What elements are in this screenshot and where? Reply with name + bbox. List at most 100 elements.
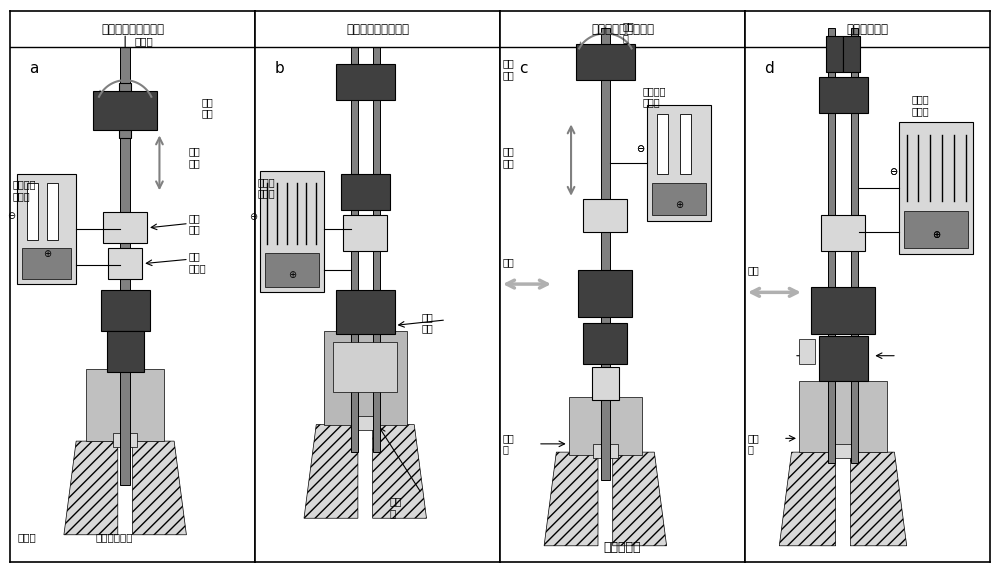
Bar: [336, 64, 395, 99]
Text: ⊖: ⊖: [636, 144, 645, 154]
Text: 电解加工去除重熔层: 电解加工去除重熔层: [346, 23, 409, 36]
Bar: [799, 381, 887, 452]
Bar: [680, 114, 691, 174]
Bar: [343, 215, 387, 251]
Text: 电火花加
工电源: 电火花加 工电源: [642, 86, 666, 107]
Bar: [103, 212, 147, 243]
Text: 电解
液: 电解 液: [390, 496, 402, 518]
Bar: [265, 253, 319, 287]
FancyBboxPatch shape: [10, 11, 255, 47]
Bar: [851, 28, 858, 463]
Text: 电解
液: 电解 液: [747, 433, 759, 454]
Bar: [647, 105, 711, 221]
Bar: [351, 47, 358, 452]
Bar: [86, 370, 164, 441]
Bar: [120, 47, 130, 485]
Text: 电火花伺服扫描加工: 电火花伺服扫描加工: [591, 23, 654, 36]
Text: 伺服
进给: 伺服 进给: [502, 147, 514, 168]
Bar: [373, 47, 380, 452]
Text: 工作
液: 工作 液: [622, 22, 634, 43]
Text: d: d: [765, 61, 774, 76]
Text: 旋转
电机: 旋转 电机: [201, 97, 213, 119]
Text: ⊖: ⊖: [636, 144, 645, 154]
Text: ⊖: ⊖: [249, 212, 257, 222]
Bar: [336, 290, 395, 333]
Bar: [569, 397, 642, 455]
Text: ⊕: ⊕: [932, 230, 940, 240]
Bar: [818, 77, 868, 113]
Text: a: a: [30, 61, 39, 76]
Polygon shape: [779, 452, 836, 546]
Bar: [333, 342, 397, 391]
Polygon shape: [373, 424, 426, 518]
Bar: [828, 28, 835, 463]
Text: 电解加
工电源: 电解加 工电源: [257, 177, 275, 198]
Bar: [657, 114, 668, 174]
Text: b: b: [275, 61, 284, 76]
Text: 电极
旋转: 电极 旋转: [502, 59, 514, 80]
Bar: [353, 416, 378, 430]
Bar: [324, 331, 407, 424]
Text: 常闭
夹子: 常闭 夹子: [189, 212, 201, 234]
Text: 柔性
密封: 柔性 密封: [422, 312, 433, 333]
Bar: [811, 287, 875, 333]
Text: ⊖: ⊖: [889, 167, 897, 177]
Text: 扫描: 扫描: [747, 265, 759, 275]
Bar: [821, 215, 865, 251]
Bar: [592, 367, 619, 400]
Text: ⊕: ⊕: [288, 270, 296, 281]
Text: 涡轮叶片工件: 涡轮叶片工件: [96, 533, 133, 542]
Bar: [593, 444, 618, 458]
Bar: [113, 433, 137, 446]
Text: ⊖: ⊖: [7, 211, 15, 221]
Bar: [17, 174, 76, 284]
Text: ⊖: ⊖: [889, 167, 897, 177]
Text: 重熔层: 重熔层: [17, 533, 36, 542]
Bar: [583, 199, 627, 232]
Text: 簸箕形出口: 簸箕形出口: [604, 541, 641, 554]
FancyBboxPatch shape: [255, 11, 500, 47]
Text: ⊕: ⊕: [675, 199, 683, 210]
Bar: [93, 91, 157, 130]
Text: 重熔
层: 重熔 层: [502, 433, 514, 454]
Polygon shape: [132, 441, 186, 535]
Bar: [27, 183, 38, 240]
Bar: [899, 122, 973, 254]
Text: 高频电火花穿孔加工: 高频电火花穿孔加工: [101, 23, 164, 36]
Text: 电火花加
工电源: 电火花加 工电源: [12, 179, 36, 201]
Bar: [601, 28, 610, 479]
Bar: [826, 36, 843, 72]
Bar: [652, 183, 706, 215]
Polygon shape: [64, 441, 118, 535]
Text: 工作液: 工作液: [135, 37, 154, 47]
Polygon shape: [613, 452, 667, 546]
Bar: [107, 331, 144, 372]
Polygon shape: [304, 424, 358, 518]
Text: ⊕: ⊕: [43, 249, 51, 259]
Polygon shape: [544, 452, 598, 546]
Bar: [578, 270, 632, 317]
Bar: [22, 248, 71, 278]
Text: 伺服
进给: 伺服 进给: [189, 147, 201, 168]
Bar: [108, 248, 142, 278]
Bar: [341, 174, 390, 210]
Bar: [831, 444, 855, 458]
FancyBboxPatch shape: [745, 11, 990, 47]
Bar: [799, 339, 815, 364]
Bar: [583, 323, 627, 364]
Text: 电极
导向器: 电极 导向器: [189, 251, 206, 273]
Text: 扫描: 扫描: [502, 257, 514, 267]
Bar: [101, 290, 150, 331]
Polygon shape: [850, 452, 907, 546]
Bar: [904, 211, 968, 248]
Text: 电解加
工电源: 电解加 工电源: [912, 94, 929, 116]
Bar: [576, 44, 635, 80]
Bar: [119, 83, 131, 138]
FancyBboxPatch shape: [500, 11, 745, 47]
Text: ⊕: ⊕: [932, 230, 940, 240]
Bar: [818, 336, 868, 381]
Text: c: c: [520, 61, 528, 76]
Bar: [843, 36, 860, 72]
Text: 电解铣削加工: 电解铣削加工: [846, 23, 889, 36]
Bar: [47, 183, 58, 240]
